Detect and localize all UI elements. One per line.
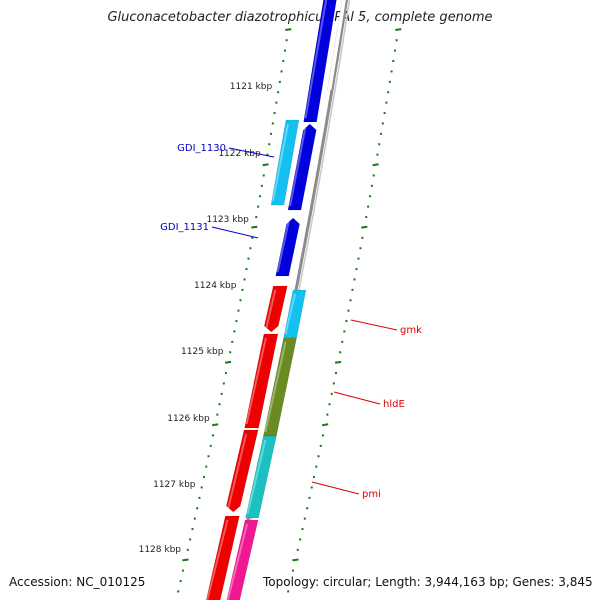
tick-mark <box>224 360 232 364</box>
leader-line-pmi <box>311 481 360 495</box>
gene-blue-2 <box>287 123 317 211</box>
gene-pink <box>226 519 259 600</box>
ruler-label-1127: 1127 kbp <box>153 480 196 490</box>
leader-line-GDI_1130 <box>228 147 275 158</box>
tick-mark <box>361 225 368 229</box>
gene-blue-1 <box>303 0 337 123</box>
gene-pmi-shine <box>246 439 267 515</box>
gene-red-4 <box>205 515 240 600</box>
tick-mark <box>292 558 299 562</box>
gene-pink-shine <box>226 523 249 600</box>
tick-mark <box>322 423 329 427</box>
gene-label-GDI_1131: GDI_1131 <box>160 222 209 233</box>
gene-blue-3-shine <box>276 221 290 273</box>
topology-label: Topology: circular; Length: 3,944,163 bp… <box>262 575 593 589</box>
gene-label-hldE: hldE <box>383 399 405 410</box>
tick-mark <box>251 225 258 229</box>
gene-edge-highlight-shine <box>328 0 346 87</box>
tick-mark <box>395 28 402 31</box>
ruler-label-1125: 1125 kbp <box>181 347 224 357</box>
gene-edge-highlight <box>327 0 347 91</box>
gene-gmk-shine <box>284 293 296 335</box>
tick-mark <box>182 558 189 562</box>
leader-line-hldE <box>333 391 381 405</box>
tick-mark <box>212 423 219 427</box>
tick-mark <box>285 28 292 31</box>
tick-mark <box>262 163 269 167</box>
gene-red-3 <box>226 429 259 513</box>
gene-blue-1-shine <box>304 0 328 119</box>
ruler-ticks <box>177 28 402 593</box>
gene-label-GDI_1130: GDI_1130 <box>177 143 226 154</box>
gene-label-gmk: gmk <box>400 325 422 336</box>
tick-mark <box>334 360 342 364</box>
gene-red-3-shine <box>227 433 248 509</box>
map-title: Gluconacetobacter diazotrophicus PAl 5, … <box>107 10 493 25</box>
leader-line-gmk <box>350 319 398 331</box>
ruler-labels: 1121 kbp 1122 kbp 1123 kbp 1124 kbp 1125 kbp… <box>139 82 273 555</box>
gene-features <box>205 0 347 600</box>
gene-red-1-shine <box>265 289 277 329</box>
gene-red-1 <box>264 285 288 333</box>
ruler-label-1124: 1124 kbp <box>194 281 237 291</box>
gene-blue-3 <box>275 217 300 277</box>
ruler-label-1128: 1128 kbp <box>139 545 182 555</box>
ruler-label-1122: 1122 kbp <box>218 149 261 159</box>
gene-pmi <box>245 435 277 519</box>
gene-gdi1130 <box>270 119 300 206</box>
gene-red-2 <box>244 333 279 429</box>
gene-label-pmi: pmi <box>362 489 381 500</box>
ruler-label-1126: 1126 kbp <box>167 414 210 424</box>
gene-gdi1130-shine <box>271 123 289 202</box>
tick-mark <box>372 163 379 167</box>
gene-hldE-shine <box>264 341 287 433</box>
ruler-label-1123: 1123 kbp <box>206 215 249 225</box>
gene-blue-2-shine <box>289 127 307 207</box>
gene-red-4-shine <box>206 519 229 600</box>
gene-red-2-shine <box>245 337 267 425</box>
leader-line-GDI_1131 <box>211 226 259 239</box>
accession-label: Accession: NC_010125 <box>9 575 146 589</box>
ruler-label-1121: 1121 kbp <box>230 82 273 92</box>
